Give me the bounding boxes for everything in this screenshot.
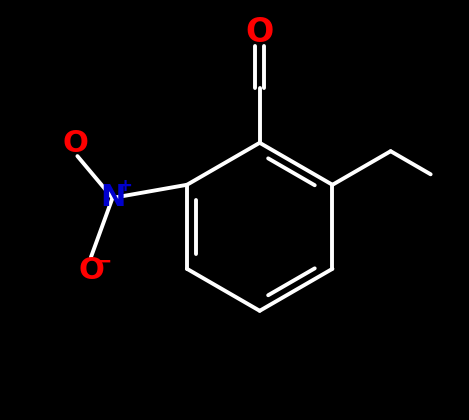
Text: O: O [62, 129, 88, 158]
Text: +: + [118, 177, 133, 195]
Text: O: O [78, 256, 104, 285]
Text: O: O [246, 16, 274, 49]
Text: N: N [100, 184, 125, 213]
Text: −: − [95, 251, 112, 271]
